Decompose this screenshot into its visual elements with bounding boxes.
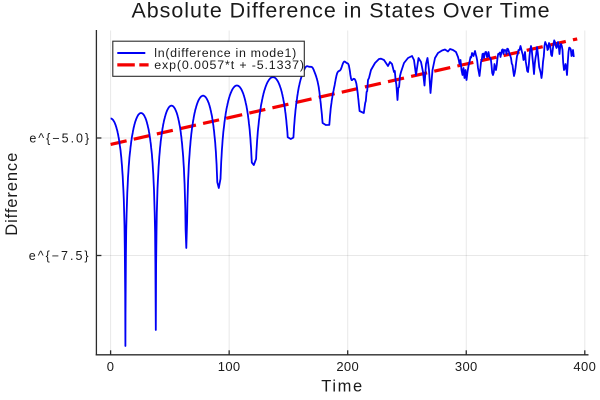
- svg-text:Time: Time: [321, 378, 363, 396]
- svg-text:e^{−7.5}: e^{−7.5}: [29, 249, 91, 263]
- svg-text:exp(0.0057*t + -5.1337): exp(0.0057*t + -5.1337): [154, 58, 305, 72]
- svg-text:Absolute Difference in States: Absolute Difference in States Over Time: [131, 0, 550, 23]
- svg-text:300: 300: [455, 359, 478, 374]
- svg-text:ln(difference in mode1): ln(difference in mode1): [154, 46, 297, 60]
- svg-text:e^{−5.0}: e^{−5.0}: [29, 131, 91, 145]
- svg-text:200: 200: [336, 359, 359, 374]
- svg-text:0: 0: [107, 359, 115, 374]
- svg-text:Difference: Difference: [3, 152, 21, 236]
- svg-text:100: 100: [218, 359, 241, 374]
- svg-text:400: 400: [573, 359, 596, 374]
